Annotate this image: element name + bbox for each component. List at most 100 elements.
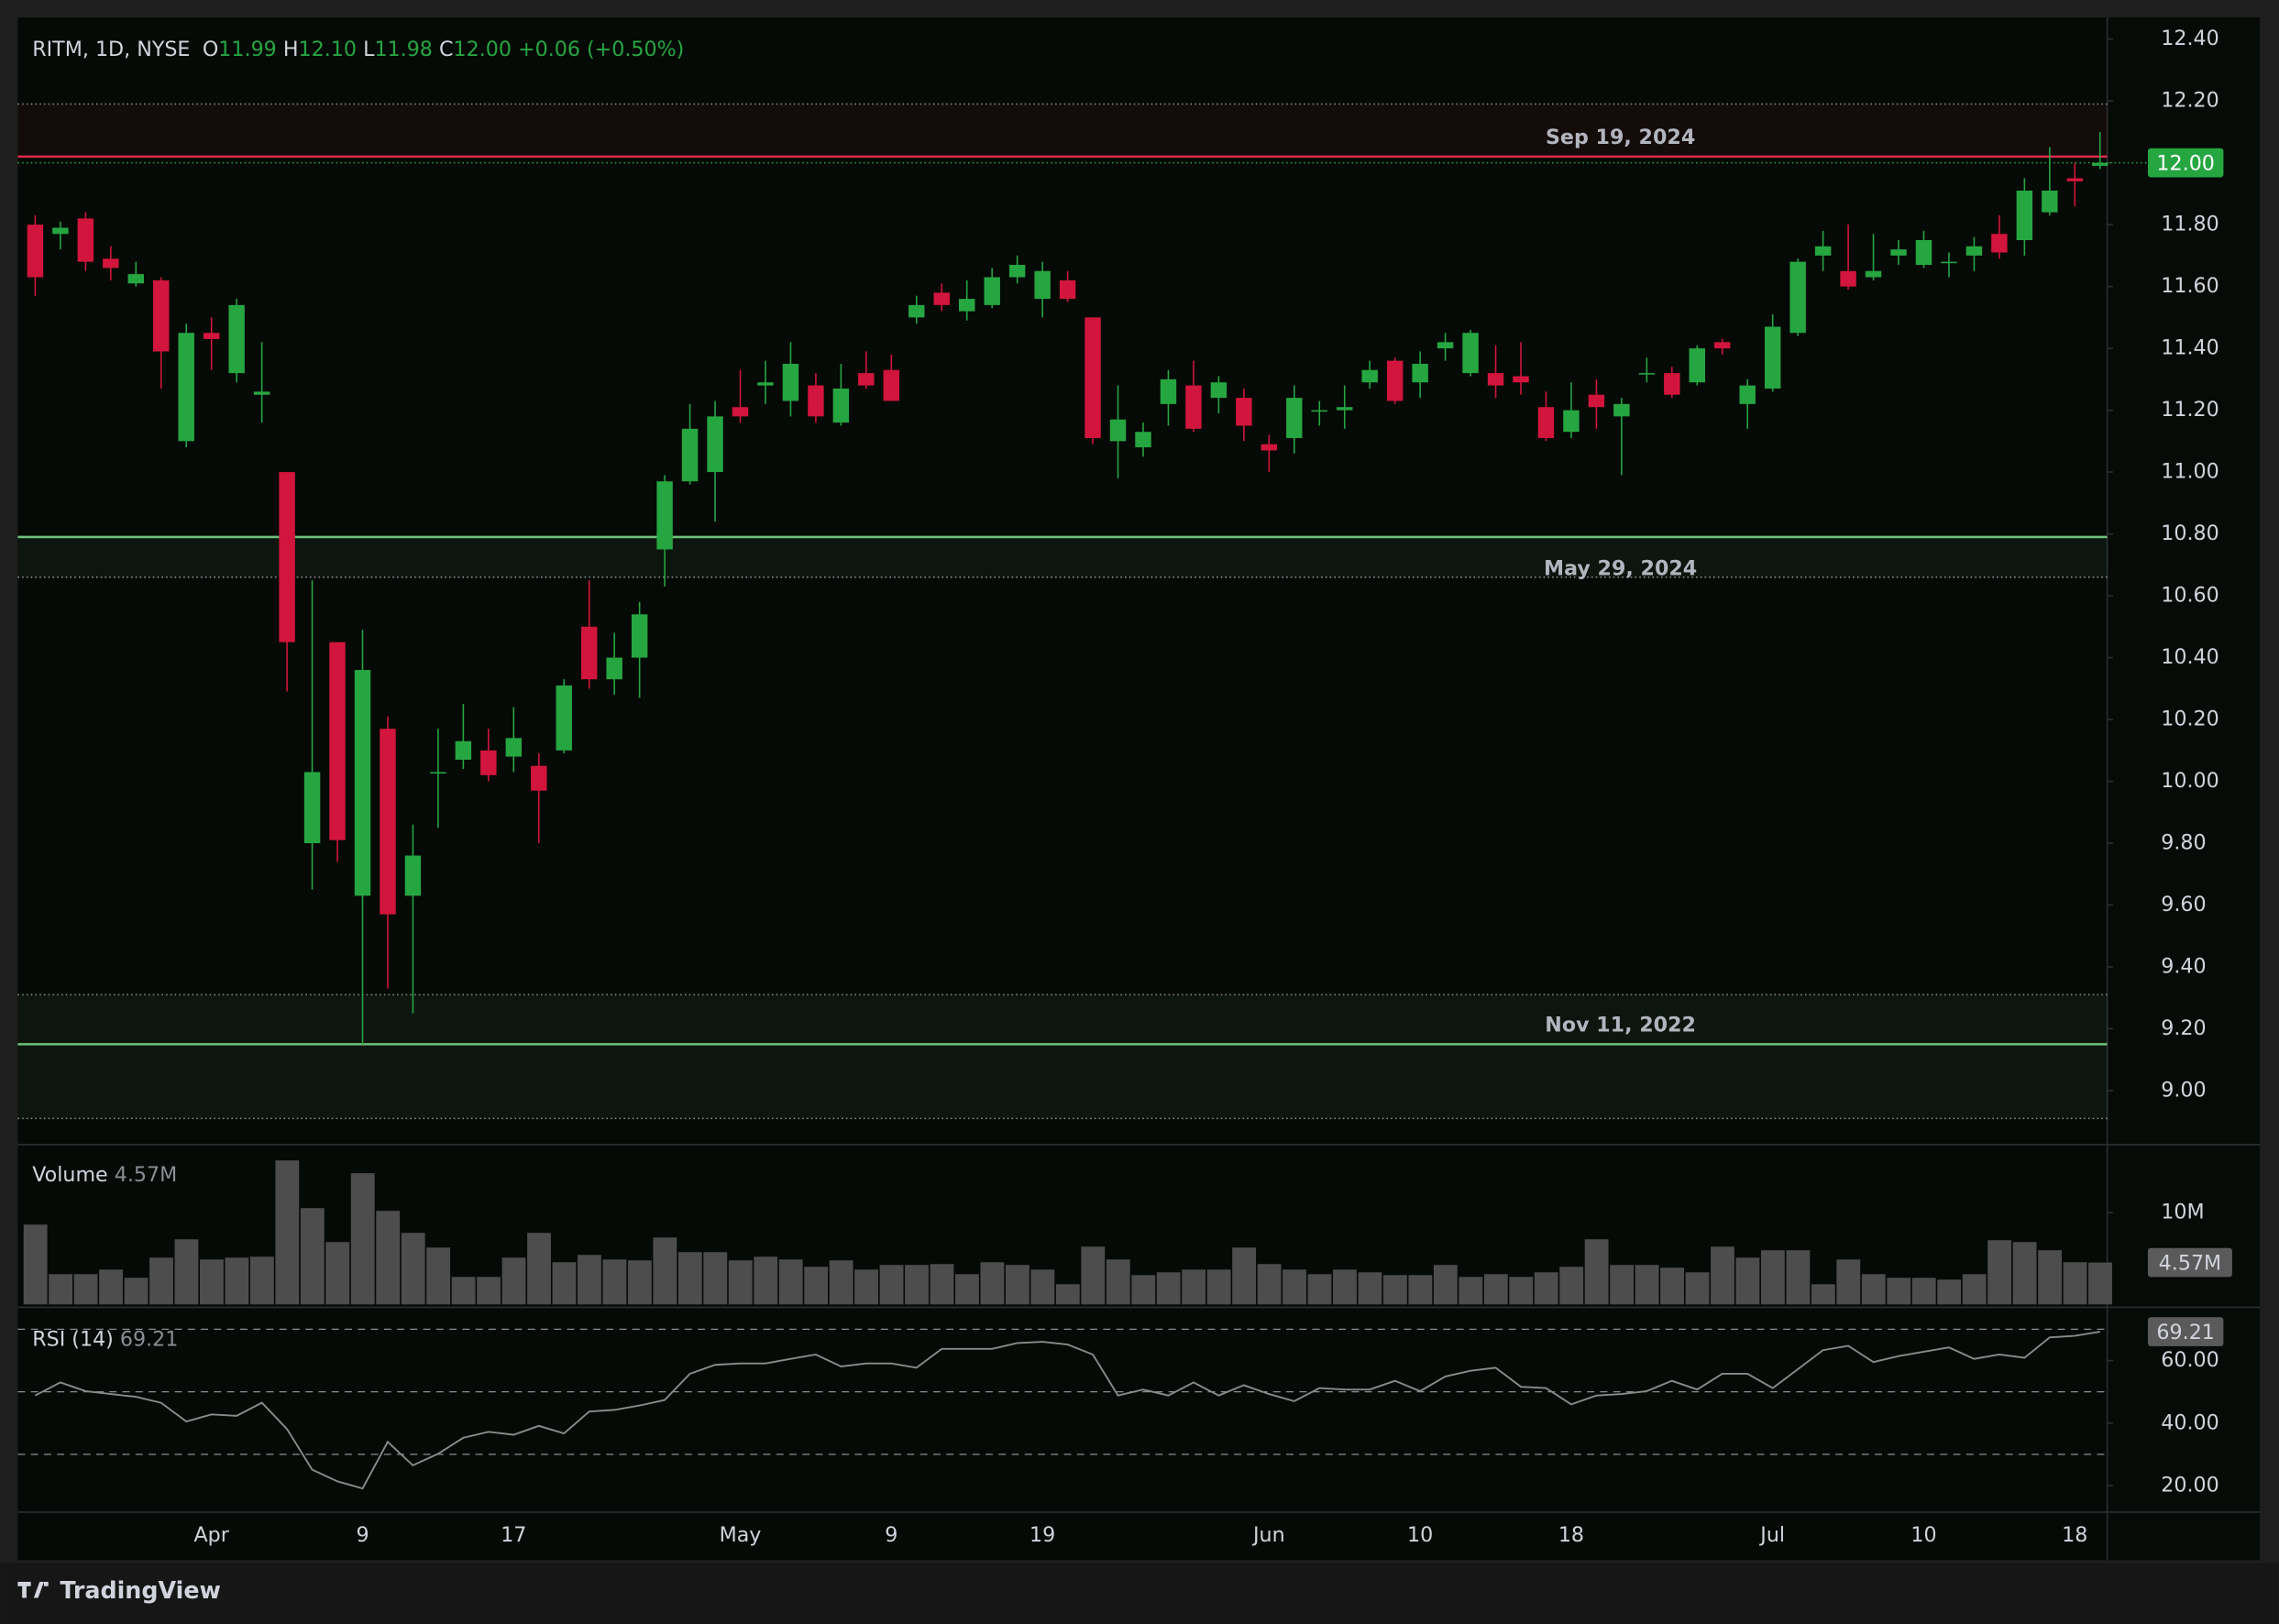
volume-box <box>2147 1247 2232 1278</box>
volume-bar <box>49 1274 73 1305</box>
brand: TradingView <box>60 1576 221 1604</box>
zone-band <box>17 994 2108 1119</box>
candle-body <box>656 481 673 550</box>
x-tick-label: 17 <box>501 1523 526 1547</box>
y-tick-label: 11.40 <box>2161 336 2218 360</box>
logo <box>17 1582 49 1598</box>
candle-body <box>354 670 371 896</box>
candle-body <box>832 388 850 423</box>
candle-body <box>430 772 446 774</box>
volume-title-text: Volume <box>32 1163 107 1187</box>
volume-bar <box>275 1160 300 1305</box>
volume-bar <box>1761 1250 1785 1305</box>
volume-bar <box>1333 1269 1357 1305</box>
candle-body <box>531 765 547 791</box>
y-tick-label: 10.20 <box>2161 708 2218 731</box>
header: RITM, 1D, NYSE O11.99 H12.10 L11.98 C12.… <box>32 37 684 60</box>
volume-bar <box>854 1269 879 1305</box>
volume-bar <box>1206 1269 1231 1305</box>
y-tick-label: 10.00 <box>2161 769 2218 793</box>
volume-bar <box>1106 1259 1130 1305</box>
rsi-last-label: 69.21 <box>2156 1321 2214 1344</box>
zone-band <box>17 104 2108 157</box>
y-tick-label: 12.40 <box>2161 27 2218 50</box>
volume-bar <box>1131 1275 1156 1305</box>
volume-bar <box>1156 1272 1181 1305</box>
candle-body <box>1613 403 1630 417</box>
volume-bar <box>930 1264 954 1305</box>
candle-body <box>1840 270 1856 287</box>
volume-bar <box>174 1239 199 1305</box>
y-tick-label: 9.40 <box>2161 955 2206 979</box>
volume-bar <box>1534 1272 1558 1305</box>
candle-body <box>757 382 774 386</box>
volume-bar <box>1382 1275 1407 1305</box>
candle-body <box>77 218 94 262</box>
candle-body <box>153 280 170 352</box>
volume-bar <box>1811 1284 1835 1305</box>
y-tick-label: 9.80 <box>2161 831 2206 855</box>
candle-body <box>1462 333 1479 374</box>
candle-body <box>1311 410 1327 412</box>
candle-body <box>1814 246 1832 256</box>
candle-body <box>606 657 622 680</box>
candle-body <box>732 407 749 417</box>
candle-body <box>556 685 572 751</box>
volume-last-label: 4.57M <box>2159 1252 2222 1276</box>
volume-bar <box>2088 1262 2112 1305</box>
candle-body <box>303 772 321 844</box>
candle-body <box>959 299 975 312</box>
candle-body <box>2092 162 2108 167</box>
volume-bar <box>578 1255 601 1305</box>
x-tick-label: Jul <box>1758 1523 1785 1547</box>
zone-band <box>17 536 2108 577</box>
quote-value: 12.10 <box>299 37 357 60</box>
quote-label: H <box>283 37 299 60</box>
candle-body <box>1487 373 1504 386</box>
candle-body <box>480 750 497 775</box>
candle-body <box>1160 379 1177 404</box>
candle-body <box>52 227 69 235</box>
y-tick-label: 60.00 <box>2161 1348 2218 1372</box>
volume-bar <box>1559 1267 1584 1305</box>
candle-body <box>1386 360 1404 401</box>
volume-bar <box>1358 1272 1382 1305</box>
candle-body <box>883 369 900 401</box>
volume-bar <box>2038 1250 2062 1305</box>
candle-body <box>1337 407 1353 411</box>
volume-bar <box>1584 1239 1609 1305</box>
quote-value: 12.00 <box>453 37 511 60</box>
volume-bar <box>754 1256 778 1305</box>
candle-body <box>1915 239 1932 265</box>
y-tick-label: 10.80 <box>2161 521 2218 545</box>
candle-body <box>1764 326 1781 389</box>
x-tick-label: 19 <box>1029 1523 1055 1547</box>
footer <box>0 1563 2279 1624</box>
volume-bar <box>249 1256 274 1305</box>
candle-body <box>1261 444 1278 451</box>
volume-bar <box>401 1233 425 1305</box>
volume-bar <box>677 1252 702 1305</box>
candle-body <box>1865 270 1882 278</box>
x-tick-label: 10 <box>1910 1523 1936 1547</box>
y-tick-label: 11.00 <box>2161 460 2218 484</box>
volume-bar <box>1081 1246 1106 1305</box>
candle-body <box>908 304 925 318</box>
y-tick-label: 20.00 <box>2161 1474 2218 1498</box>
volume-bar <box>905 1265 929 1305</box>
volume-bar <box>350 1173 375 1305</box>
candle-body <box>1689 348 1705 383</box>
candle-body <box>1563 410 1580 433</box>
quote-value: 11.99 <box>218 37 276 60</box>
candle-body <box>984 277 1000 305</box>
rsi-value: 69.21 <box>120 1327 178 1351</box>
volume-bar <box>1735 1257 1760 1305</box>
volume-bar <box>1610 1265 1635 1305</box>
x-tick-label: 18 <box>2062 1523 2087 1547</box>
volume-value: 4.57M <box>115 1163 177 1187</box>
candle-body <box>1185 385 1202 429</box>
y-tick-label: 9.20 <box>2161 1016 2206 1040</box>
zone-label: Nov 11, 2022 <box>1545 1013 1696 1037</box>
candle-body <box>1588 394 1605 408</box>
volume-bar <box>1055 1284 1080 1305</box>
